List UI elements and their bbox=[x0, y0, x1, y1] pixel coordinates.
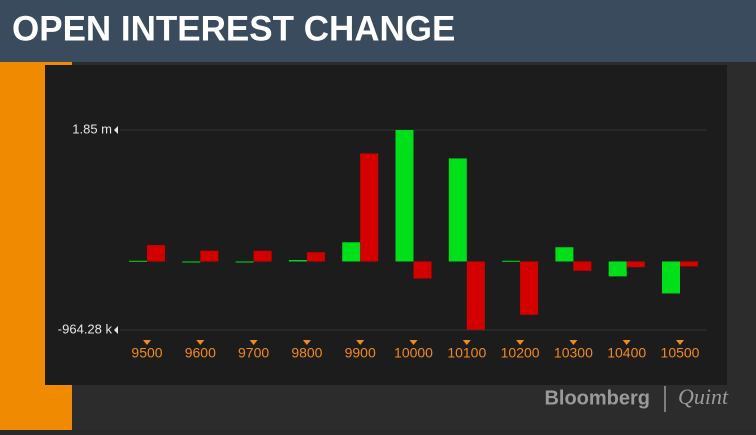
x-tick-marker bbox=[143, 340, 151, 345]
bar bbox=[306, 252, 325, 262]
bar bbox=[253, 250, 272, 262]
bar bbox=[342, 242, 361, 262]
bar bbox=[466, 261, 485, 330]
bar bbox=[129, 260, 147, 262]
x-tick-marker bbox=[516, 340, 525, 345]
bar bbox=[360, 153, 379, 262]
bar bbox=[626, 261, 645, 268]
bar bbox=[502, 260, 521, 262]
bar bbox=[395, 130, 414, 262]
x-tick-label: 10500 bbox=[661, 345, 700, 361]
x-tick-label: 10100 bbox=[447, 345, 486, 361]
y-tick-label: -964.28 k bbox=[58, 321, 113, 336]
y-tick-label: 1.85 m bbox=[72, 121, 112, 136]
bar bbox=[520, 261, 539, 315]
bar bbox=[448, 158, 467, 262]
watermark-partner: Quint bbox=[678, 384, 729, 409]
x-tick-marker bbox=[569, 340, 578, 345]
x-tick-marker bbox=[462, 340, 471, 345]
watermark-brand: Bloomberg bbox=[544, 387, 650, 409]
y-tick-marker bbox=[114, 326, 118, 334]
bar bbox=[200, 250, 219, 262]
bar bbox=[413, 261, 432, 279]
x-tick-label: 9900 bbox=[345, 345, 376, 361]
x-tick-marker bbox=[622, 340, 631, 345]
bar bbox=[662, 261, 680, 294]
x-tick-marker bbox=[676, 340, 684, 345]
x-tick-label: 10400 bbox=[607, 345, 646, 361]
y-tick-marker bbox=[114, 126, 118, 134]
bar bbox=[288, 260, 307, 262]
x-tick-label: 9700 bbox=[238, 345, 269, 361]
bar bbox=[235, 261, 254, 263]
x-tick-marker bbox=[249, 340, 258, 345]
bar bbox=[680, 261, 698, 267]
chart-panel bbox=[45, 65, 727, 385]
bar bbox=[182, 261, 201, 263]
bar bbox=[608, 261, 627, 277]
x-tick-label: 9600 bbox=[185, 345, 216, 361]
x-tick-marker bbox=[356, 340, 365, 345]
chart-title: OPEN INTEREST CHANGE bbox=[12, 9, 455, 48]
bar bbox=[573, 261, 592, 271]
title-bar bbox=[0, 0, 756, 62]
x-tick-label: 10300 bbox=[554, 345, 593, 361]
bar bbox=[555, 247, 574, 262]
x-tick-label: 10000 bbox=[394, 345, 433, 361]
bar bbox=[147, 245, 165, 262]
x-tick-label: 10200 bbox=[501, 345, 540, 361]
x-tick-label: 9800 bbox=[291, 345, 322, 361]
x-tick-marker bbox=[302, 340, 311, 345]
x-tick-marker bbox=[196, 340, 205, 345]
x-tick-marker bbox=[409, 340, 418, 345]
x-tick-label: 9500 bbox=[131, 345, 162, 361]
